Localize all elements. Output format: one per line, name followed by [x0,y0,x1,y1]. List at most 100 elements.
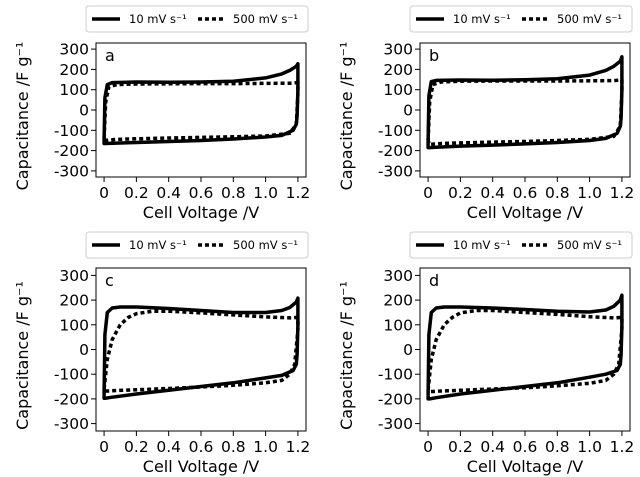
axes-frame [419,42,631,178]
x-tick-label: 1.0 [577,438,602,456]
panel-letter: a [105,46,115,65]
y-tick-label: 100 [383,316,413,334]
chart-panel-c: 300 200 100 0 -100 -200 -300 0 0.2 0.4 0.6 0.8 1.0 1.… [13,231,311,476]
y-tick-label: 200 [59,292,89,310]
y-axis-label: Capacitance /F g⁻¹ [13,281,32,430]
x-tick-label: 0 [99,438,109,456]
y-tick-label: 0 [403,341,413,359]
legend-label: 10 mV s⁻¹ [129,12,187,26]
legend-label: 10 mV s⁻¹ [453,12,511,26]
y-tick-label: -300 [54,162,89,180]
axes-frame [419,267,631,432]
legend-label: 500 mV s⁻¹ [557,12,622,26]
y-tick-label: 200 [383,61,413,79]
x-axis-label: Cell Voltage /V [467,457,583,476]
x-tick-label: 0 [99,184,109,202]
y-tick-label: 0 [79,341,89,359]
x-axis-label: Cell Voltage /V [467,203,583,222]
x-tick-label: 0.2 [448,184,473,202]
x-tick-label: 0.2 [448,438,473,456]
y-tick-label: 300 [383,41,413,59]
y-tick-label: 0 [403,102,413,120]
y-tick-label: 300 [383,267,413,285]
legend-label: 500 mV s⁻¹ [233,12,298,26]
y-tick-label: -100 [54,366,89,384]
legend: 10 mV s⁻¹ 500 mV s⁻¹ [409,231,633,259]
x-tick-label: 0.8 [221,184,246,202]
x-tick-label: 1.0 [577,184,602,202]
x-tick-label: 0.8 [545,184,570,202]
y-tick-label: -200 [54,390,89,408]
series-line-solid [102,296,300,400]
y-tick-label: -100 [54,122,89,140]
series-line-dotted [102,309,300,393]
x-tick-label: 1.2 [286,438,311,456]
x-tick-label: 0.4 [156,184,181,202]
series-line-solid [102,61,300,146]
x-axis-label: Cell Voltage /V [143,203,259,222]
y-tick-label: -200 [378,390,413,408]
y-axis-label: Capacitance /F g⁻¹ [337,42,356,191]
x-tick-label: 0.6 [189,184,214,202]
legend-label: 10 mV s⁻¹ [129,238,187,252]
x-tick-label: 0.6 [513,184,538,202]
x-tick-label: 0.4 [480,438,505,456]
legend: 10 mV s⁻¹ 500 mV s⁻¹ [85,231,309,259]
x-tick-label: 1.2 [610,438,635,456]
y-tick-label: 200 [383,292,413,310]
panel-letter: b [429,46,439,65]
y-tick-label: 300 [59,41,89,59]
legend-box [85,231,309,259]
x-tick-label: 0.2 [124,438,149,456]
legend: 10 mV s⁻¹ 500 mV s⁻¹ [409,5,633,33]
legend-box [409,231,633,259]
axes-frame [95,267,307,432]
x-tick-label: 1.2 [286,184,311,202]
y-tick-label: -300 [54,415,89,433]
legend: 10 mV s⁻¹ 500 mV s⁻¹ [85,5,309,33]
y-tick-label: 0 [79,102,89,120]
x-tick-label: 0.6 [513,438,538,456]
x-tick-label: 1.0 [253,438,278,456]
y-tick-label: -300 [378,415,413,433]
series-line-solid [426,293,624,401]
y-tick-label: 300 [59,267,89,285]
axes-frame [95,42,307,178]
y-axis-label: Capacitance /F g⁻¹ [337,281,356,430]
x-tick-label: 0.4 [480,184,505,202]
x-tick-label: 0.8 [221,438,246,456]
x-tick-label: 0.8 [545,438,570,456]
x-tick-label: 1.0 [253,184,278,202]
x-tick-label: 0 [423,438,433,456]
x-tick-label: 0.4 [156,438,181,456]
x-tick-label: 0.2 [124,184,149,202]
y-axis-label: Capacitance /F g⁻¹ [13,42,32,191]
y-tick-label: -100 [378,122,413,140]
legend-label: 500 mV s⁻¹ [233,238,298,252]
series-line-dotted [102,80,300,143]
chart-panel-d: 300 200 100 0 -100 -200 -300 0 0.2 0.4 0.6 0.8 1.0 1.… [337,231,635,476]
y-tick-label: 100 [59,316,89,334]
y-tick-label: 200 [59,61,89,79]
legend-label: 10 mV s⁻¹ [453,238,511,252]
panel-letter: d [429,271,439,290]
y-tick-label: -200 [54,142,89,160]
x-axis-label: Cell Voltage /V [143,457,259,476]
series-line-dotted [426,308,624,394]
panel-letter: c [105,271,114,290]
y-tick-label: -100 [378,366,413,384]
y-tick-label: -300 [378,162,413,180]
legend-box [85,5,309,33]
y-tick-label: 100 [383,81,413,99]
series-line-solid [426,55,624,150]
x-tick-label: 0 [423,184,433,202]
x-tick-label: 1.2 [610,184,635,202]
x-tick-label: 0.6 [189,438,214,456]
chart-panel-a: 300 200 100 0 -100 -200 -300 0 0.2 0.4 0.6 0.8 1.0 1.… [13,5,311,222]
legend-label: 500 mV s⁻¹ [557,238,622,252]
y-tick-label: 100 [59,81,89,99]
legend-box [409,5,633,33]
series-line-dotted [426,78,624,147]
y-tick-label: -200 [378,142,413,160]
